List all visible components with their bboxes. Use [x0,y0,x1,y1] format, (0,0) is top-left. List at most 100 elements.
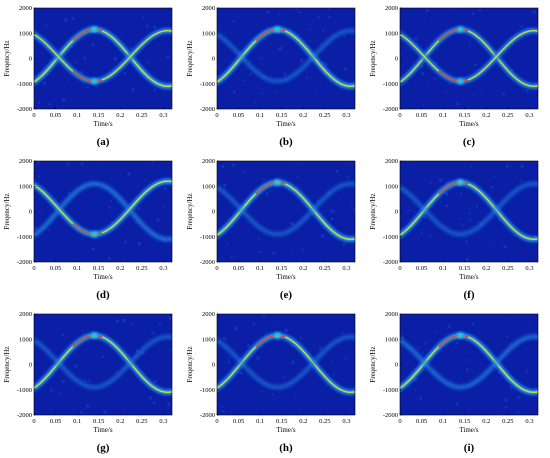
ridge-curve [217,182,355,236]
ridge-curve [217,181,355,240]
noise-speck [128,257,131,259]
y-tick-label: 0 [395,362,398,369]
noise-speck [160,367,163,369]
noise-speck [289,221,294,226]
spectrogram-panel: 0 0.05 0.1 0.15 0.2 0.25 0.3 2000 1000 0 -1000 -200… [0,0,180,150]
panel-caption: (g) [96,442,110,454]
noise-speck [115,319,120,323]
noise-speck [326,80,329,83]
noise-speck [154,380,158,384]
y-axis-label: Freqency/Hz [3,193,11,229]
noise-speck [39,211,41,214]
noise-speck [84,407,86,409]
y-tick-label: 2000 [385,311,398,318]
noise-speck [101,196,104,199]
spectrogram-svg: 0 0.05 0.1 0.15 0.2 0.25 0.3 2000 1000 0 -1000 -200… [186,158,356,281]
panel-caption: (h) [279,442,293,454]
noise-speck [124,240,128,244]
noise-speck [153,25,157,29]
noise-speck [83,57,87,60]
noise-speck [153,88,157,92]
noise-speck [468,321,470,324]
spectrogram-svg: 0 0.05 0.1 0.15 0.2 0.25 0.3 2000 1000 0 -1000 -200… [369,5,539,128]
noise-speck [448,82,451,85]
noise-speck [38,107,41,109]
ridge-curve [217,28,355,87]
spectrogram-panel: 0 0.05 0.1 0.15 0.2 0.25 0.3 2000 1000 0 -1000 -200… [183,153,363,303]
x-axis-label: Time/s [276,273,295,281]
noise-speck [38,43,40,45]
noise-speck [444,192,449,196]
spectrogram-panel: 0 0.05 0.1 0.15 0.2 0.25 0.3 2000 1000 0 -1000 -200… [183,0,363,150]
noise-speck [346,175,349,179]
noise-speck [528,324,531,327]
noise-speck [472,12,475,15]
noise-speck [86,86,89,89]
ridge-blob [91,332,98,339]
noise-speck [478,8,482,12]
noise-speck [87,98,90,101]
x-tick-label: 0.25 [136,265,147,272]
noise-speck [455,341,459,345]
noise-speck [158,323,162,326]
noise-speck [427,183,430,186]
noise-speck [221,164,225,169]
noise-speck [445,204,449,208]
ridge-curve [34,334,172,393]
y-axis-label: Freqency/Hz [3,346,11,382]
ridge-blob [91,78,98,85]
noise-speck [462,224,465,227]
noise-speck [422,103,425,106]
noise-speck [504,398,508,402]
noise-speck [131,87,135,92]
noise-speck [266,10,270,14]
noise-speck [342,331,345,334]
spectrogram-svg: 0 0.05 0.1 0.15 0.2 0.25 0.3 2000 1000 0 -1000 -200… [3,158,173,281]
noise-speck [85,404,90,408]
noise-speck [228,357,231,360]
ridge-blob [457,26,464,33]
noise-speck [322,210,324,213]
panel-caption: (b) [279,136,293,148]
y-axis-label: Freqency/Hz [369,193,377,229]
x-tick-label: 0.25 [319,418,330,425]
x-tick-label: 0.3 [525,418,533,425]
x-axis-label: Time/s [459,426,478,434]
noise-speck [438,178,443,183]
noise-speck [260,57,263,61]
panel-caption: (f) [463,289,475,301]
y-tick-label: 0 [29,56,32,63]
noise-speck [223,183,227,188]
noise-speck [298,11,301,14]
noise-speck [434,331,437,334]
ridge-curve [400,335,538,389]
x-tick-label: 0 [215,418,218,425]
y-tick-label: 0 [29,209,32,216]
noise-speck [262,178,265,181]
x-tick-label: 0.05 [416,112,427,119]
ridge-blob [457,179,464,186]
x-tick-label: 0.15 [276,265,287,272]
x-axis-label: Time/s [459,120,478,128]
y-axis-label: Freqency/Hz [369,346,377,382]
x-tick-label: 0.05 [233,418,244,425]
x-tick-label: 0.25 [502,418,513,425]
spectrogram-panel: 0 0.05 0.1 0.15 0.2 0.25 0.3 2000 1000 0 -1000 -200… [366,306,546,456]
noise-speck [297,184,299,187]
noise-speck [151,161,154,163]
noise-speck [168,316,172,320]
noise-speck [254,101,257,104]
noise-speck [226,338,228,341]
spectrogram-svg: 0 0.05 0.1 0.15 0.2 0.25 0.3 2000 1000 0 -1000 -200… [3,5,173,128]
y-tick-label: -1000 [383,81,398,88]
noise-speck [48,229,51,232]
noise-speck [309,39,312,42]
noise-speck [128,15,131,18]
noise-speck [224,31,227,33]
y-tick-label: -2000 [200,106,215,113]
noise-speck [459,192,463,195]
x-tick-label: 0.3 [525,265,533,272]
noise-speck [496,375,498,377]
panel-caption: (d) [96,289,110,301]
x-tick-label: 0.2 [116,418,124,425]
